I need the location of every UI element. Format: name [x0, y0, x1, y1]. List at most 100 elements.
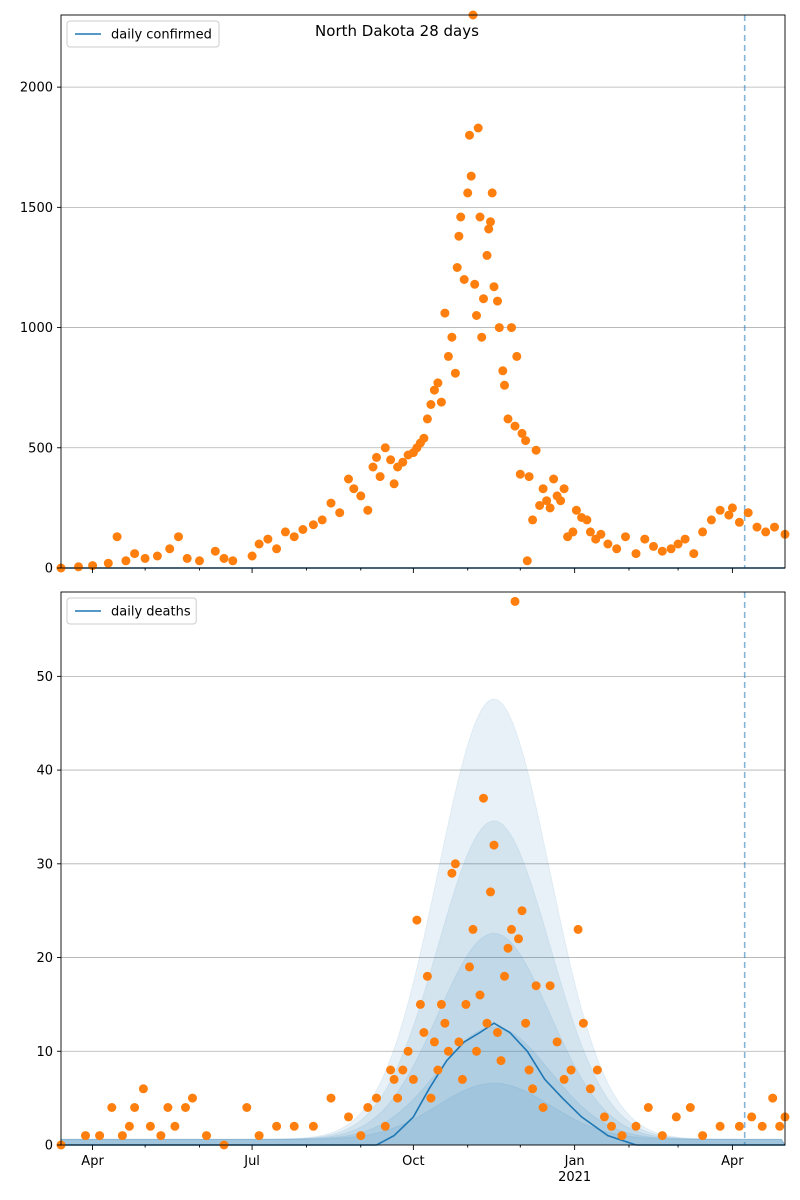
data-point	[356, 491, 366, 501]
data-point	[107, 1103, 117, 1112]
axes-frame	[60, 14, 786, 569]
data-point	[535, 501, 545, 510]
data-point	[599, 1112, 609, 1122]
data-point	[643, 1103, 653, 1112]
data-point	[454, 231, 464, 241]
uncertainty-band	[60, 698, 786, 1146]
data-point	[724, 510, 734, 520]
data-point	[514, 934, 523, 944]
data-point	[498, 366, 508, 376]
data-point	[545, 503, 555, 513]
data-point	[422, 414, 432, 424]
data-point	[500, 971, 509, 981]
data-point	[585, 1084, 595, 1094]
data-point	[461, 999, 471, 1009]
data-point	[522, 556, 532, 566]
data-point	[475, 990, 485, 1000]
data-point	[386, 455, 396, 465]
y-tick-label: 40	[36, 764, 53, 779]
data-point	[326, 1093, 336, 1103]
data-point	[181, 1103, 190, 1112]
x-tick-label: Oct	[402, 1154, 424, 1169]
data-point	[582, 515, 592, 525]
data-point	[247, 551, 257, 561]
data-point	[280, 527, 290, 537]
axes-frame	[60, 591, 786, 1146]
data-point	[706, 515, 716, 525]
data-point	[486, 887, 495, 897]
data-point	[568, 527, 578, 537]
data-point	[689, 549, 699, 559]
data-point	[308, 520, 318, 530]
y-tick-label: 2000	[20, 81, 53, 96]
data-point	[571, 505, 581, 515]
legend-box	[66, 20, 220, 48]
data-point	[612, 544, 622, 554]
data-point	[472, 1046, 481, 1056]
data-point	[466, 171, 476, 181]
data-point	[443, 351, 453, 361]
data-point	[507, 323, 516, 333]
data-point	[308, 1121, 318, 1131]
data-point	[121, 556, 131, 566]
data-point	[380, 443, 390, 453]
data-point	[500, 380, 509, 390]
y-tick-label: 10	[36, 1045, 53, 1060]
data-point	[363, 505, 373, 515]
data-point	[182, 553, 192, 563]
data-point	[242, 1103, 252, 1112]
data-point	[195, 556, 204, 566]
data-point	[74, 562, 83, 572]
data-point	[559, 1074, 569, 1084]
data-point	[607, 1121, 616, 1131]
data-point	[272, 1121, 282, 1131]
data-point	[202, 1131, 211, 1141]
y-tick-label: 500	[28, 441, 53, 456]
data-point	[450, 368, 460, 378]
data-point	[621, 532, 630, 542]
data-point	[380, 1121, 390, 1131]
data-point	[433, 378, 443, 388]
data-point	[117, 1131, 127, 1141]
data-point	[372, 1093, 381, 1103]
x-tick-label: 2021	[558, 1170, 591, 1185]
x-tick-label: Jul	[243, 1154, 260, 1169]
data-point	[419, 433, 429, 443]
data-point	[349, 484, 359, 494]
uncertainty-band	[60, 932, 786, 1146]
data-point	[617, 1131, 627, 1141]
y-tick-label: 1000	[20, 321, 53, 336]
data-point	[356, 1131, 366, 1141]
data-point	[528, 515, 538, 525]
data-point	[489, 840, 499, 850]
confirmed-panel: 0 500 1000 1500 2000 daily confirmed	[20, 10, 790, 577]
data-point	[640, 534, 650, 544]
data-point	[219, 553, 229, 563]
data-point	[170, 1121, 180, 1131]
legend-label: daily deaths	[111, 605, 191, 620]
data-point	[426, 400, 436, 409]
data-point	[447, 868, 457, 878]
data-point	[188, 1093, 197, 1103]
data-point	[515, 469, 525, 479]
data-point	[671, 1112, 681, 1122]
data-point	[757, 1121, 767, 1131]
y-tick-label: 0	[45, 1139, 53, 1154]
data-point	[528, 1084, 538, 1094]
data-point	[408, 1074, 418, 1084]
data-point	[429, 1037, 439, 1047]
data-point	[452, 263, 462, 272]
data-point	[456, 212, 466, 222]
data-point	[524, 1065, 534, 1075]
data-point	[450, 859, 460, 869]
data-point	[130, 549, 140, 559]
data-point	[715, 1121, 725, 1131]
y-tick-label: 30	[36, 857, 53, 872]
data-point	[95, 1131, 105, 1141]
legend: daily confirmed	[66, 20, 220, 48]
data-point	[465, 962, 474, 972]
data-point	[124, 1121, 134, 1131]
data-point	[698, 527, 708, 537]
